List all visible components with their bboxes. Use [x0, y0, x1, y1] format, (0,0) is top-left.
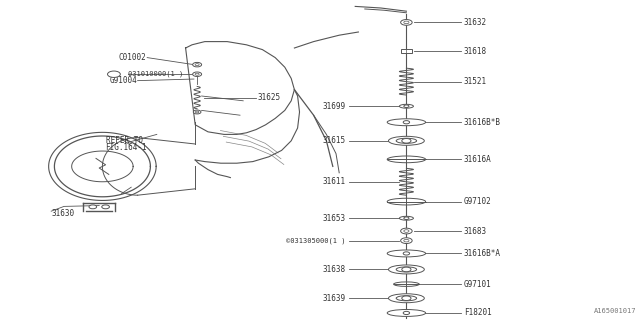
Ellipse shape [387, 156, 426, 163]
Text: 31616B*B: 31616B*B [464, 118, 501, 127]
Circle shape [108, 71, 120, 77]
Circle shape [403, 311, 410, 315]
Ellipse shape [387, 250, 426, 257]
Text: G97102: G97102 [464, 197, 492, 206]
Circle shape [401, 228, 412, 234]
Text: G91004: G91004 [109, 76, 137, 85]
Circle shape [402, 267, 411, 272]
Circle shape [404, 230, 409, 232]
Ellipse shape [399, 104, 413, 108]
Ellipse shape [387, 119, 426, 126]
Text: 31618: 31618 [464, 47, 487, 56]
Circle shape [193, 110, 201, 114]
Ellipse shape [396, 138, 417, 143]
Text: 31630: 31630 [51, 209, 74, 218]
Text: C01002: C01002 [119, 53, 147, 62]
Circle shape [195, 73, 199, 75]
Text: 31653: 31653 [323, 214, 346, 223]
Text: 31639: 31639 [323, 294, 346, 303]
Ellipse shape [396, 267, 417, 272]
Text: 31625: 31625 [257, 93, 280, 102]
Circle shape [402, 139, 411, 143]
Circle shape [404, 105, 409, 108]
Text: 031010000(1 ): 031010000(1 ) [128, 71, 183, 77]
Ellipse shape [388, 136, 424, 145]
Ellipse shape [387, 309, 426, 316]
Text: 31699: 31699 [323, 102, 346, 111]
Ellipse shape [396, 296, 417, 301]
Text: 31616B*A: 31616B*A [464, 249, 501, 258]
Text: W: W [109, 72, 116, 77]
Text: 31521: 31521 [464, 77, 487, 86]
Circle shape [102, 205, 109, 209]
Text: 31632: 31632 [464, 18, 487, 27]
Ellipse shape [394, 282, 419, 286]
FancyBboxPatch shape [401, 49, 412, 53]
Circle shape [89, 205, 97, 209]
Text: 31638: 31638 [323, 265, 346, 274]
Circle shape [403, 252, 410, 255]
Text: A165001017: A165001017 [595, 308, 637, 314]
Ellipse shape [399, 216, 413, 220]
Circle shape [404, 21, 409, 24]
Circle shape [195, 111, 199, 113]
Circle shape [402, 296, 411, 300]
Text: 31683: 31683 [464, 227, 487, 236]
Text: F18201: F18201 [464, 308, 492, 317]
Circle shape [401, 20, 412, 25]
Text: ©031305000(1 ): ©031305000(1 ) [286, 237, 346, 244]
Circle shape [404, 239, 409, 242]
Text: 31615: 31615 [323, 136, 346, 145]
Ellipse shape [388, 265, 424, 274]
Ellipse shape [387, 198, 426, 205]
Circle shape [401, 238, 412, 244]
Text: 31616A: 31616A [464, 155, 492, 164]
Circle shape [193, 72, 202, 76]
Circle shape [195, 64, 199, 66]
Circle shape [404, 217, 409, 220]
Text: FIG.164-1: FIG.164-1 [106, 143, 147, 152]
Circle shape [403, 121, 410, 124]
Ellipse shape [388, 294, 424, 303]
Circle shape [193, 62, 202, 67]
Text: G97101: G97101 [464, 280, 492, 289]
Text: 31611: 31611 [323, 177, 346, 186]
Text: REFER TO: REFER TO [106, 136, 143, 145]
